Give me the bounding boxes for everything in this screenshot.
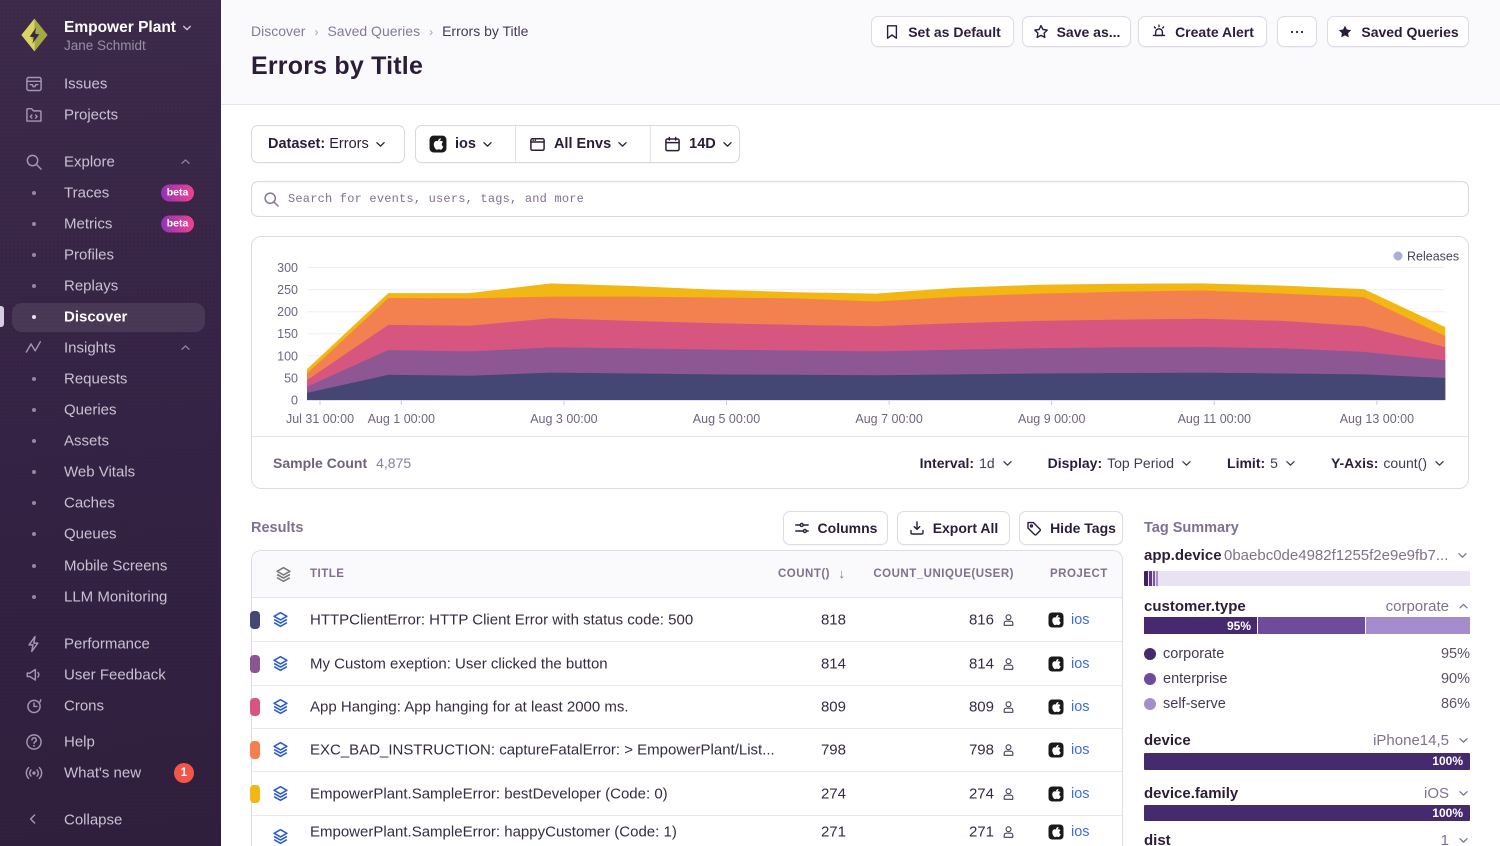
svg-text:Aug 11 00:00: Aug 11 00:00 bbox=[1178, 412, 1251, 426]
svg-text:300: 300 bbox=[277, 261, 298, 275]
svg-text:Jul 31 00:00: Jul 31 00:00 bbox=[286, 412, 354, 426]
svg-text:Aug 5 00:00: Aug 5 00:00 bbox=[693, 412, 760, 426]
svg-text:Aug 13 00:00: Aug 13 00:00 bbox=[1340, 412, 1414, 426]
svg-text:Aug 7 00:00: Aug 7 00:00 bbox=[855, 412, 922, 426]
svg-text:100: 100 bbox=[277, 349, 298, 363]
svg-text:Aug 3 00:00: Aug 3 00:00 bbox=[530, 412, 597, 426]
svg-text:200: 200 bbox=[277, 305, 298, 319]
svg-text:0: 0 bbox=[291, 394, 298, 408]
svg-text:150: 150 bbox=[277, 327, 298, 341]
svg-text:250: 250 bbox=[277, 283, 298, 297]
svg-text:Aug 1 00:00: Aug 1 00:00 bbox=[368, 412, 435, 426]
svg-text:50: 50 bbox=[284, 371, 298, 385]
svg-text:Aug 9 00:00: Aug 9 00:00 bbox=[1018, 412, 1085, 426]
svg-text:Releases: Releases bbox=[1407, 250, 1459, 264]
